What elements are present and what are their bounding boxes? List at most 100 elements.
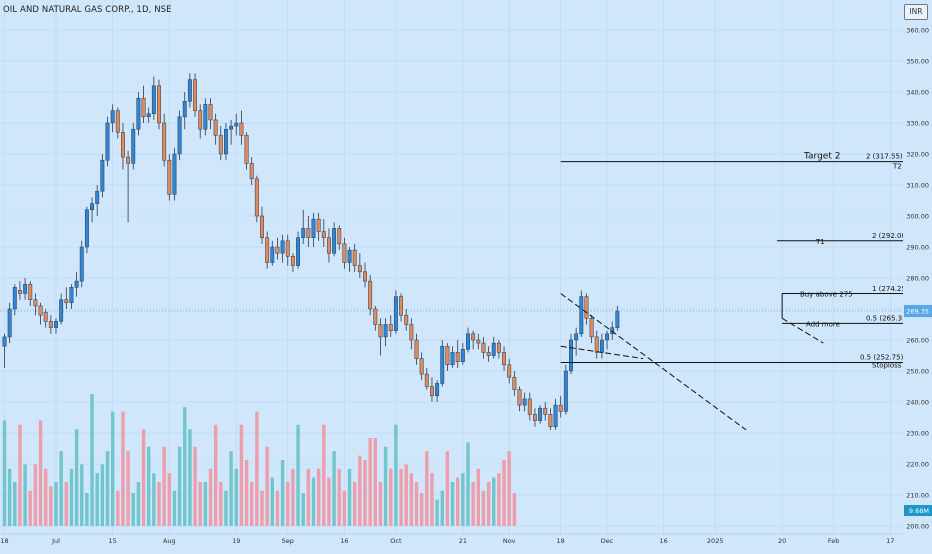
candle-body bbox=[218, 135, 223, 155]
volume-bar bbox=[461, 473, 465, 526]
volume-bar bbox=[208, 468, 213, 526]
volume-bars bbox=[2, 394, 517, 526]
annotations: Target 2 2 (317.55) T2 T1 2 (292.00) 1 (274.2… bbox=[800, 152, 910, 370]
volume-bar bbox=[250, 482, 254, 526]
candle-body bbox=[378, 324, 383, 338]
annotation-label: Stoploss bbox=[872, 361, 902, 369]
candles bbox=[2, 73, 620, 430]
candle-body bbox=[445, 345, 450, 366]
volume-bar bbox=[456, 477, 460, 526]
candle-body bbox=[18, 290, 22, 294]
volume-bar bbox=[255, 411, 259, 526]
candle-body bbox=[311, 218, 316, 238]
volume-bar bbox=[347, 468, 352, 526]
candle-body bbox=[234, 122, 239, 127]
y-tick-label: 310.00 bbox=[906, 182, 929, 190]
candle-body bbox=[38, 305, 43, 316]
y-tick-label: 210.00 bbox=[906, 492, 929, 500]
currency-button[interactable]: INR bbox=[904, 4, 928, 20]
annotation-label: 0.5 (265.35) bbox=[866, 314, 910, 322]
y-tick-label: 250.00 bbox=[906, 368, 929, 376]
candle-body bbox=[95, 190, 100, 204]
candle-body bbox=[476, 339, 481, 344]
candle-body bbox=[388, 324, 393, 331]
volume-bar bbox=[383, 446, 388, 526]
volume-bar bbox=[28, 490, 32, 526]
volume-bar bbox=[49, 486, 53, 526]
y-tick-label: 330.00 bbox=[906, 120, 929, 128]
candle-body bbox=[290, 256, 295, 266]
volume-bar bbox=[100, 464, 105, 526]
candle-body bbox=[100, 159, 105, 192]
candle-body bbox=[584, 296, 589, 319]
candle-body bbox=[79, 246, 84, 282]
y-tick-label: 290.00 bbox=[906, 244, 929, 252]
x-tick-label: 19 bbox=[232, 537, 240, 545]
volume-bar bbox=[316, 468, 321, 526]
volume-bar bbox=[327, 477, 331, 526]
volume-bar bbox=[85, 493, 89, 526]
volume-bar bbox=[342, 490, 347, 526]
volume-bar bbox=[466, 442, 470, 526]
candle-body bbox=[172, 153, 177, 195]
volume-bar bbox=[162, 446, 166, 526]
volume-bar bbox=[286, 482, 290, 526]
candle-body bbox=[450, 352, 455, 366]
candle-body bbox=[265, 237, 270, 263]
candle-body bbox=[28, 283, 33, 300]
volume-bar bbox=[275, 490, 280, 526]
y-tick-label: 320.00 bbox=[906, 151, 929, 159]
candle-body bbox=[460, 349, 465, 362]
x-tick-label: Dec bbox=[601, 537, 614, 545]
volume-bar bbox=[301, 493, 305, 526]
volume-bar bbox=[497, 473, 501, 526]
volume-bar bbox=[353, 482, 357, 526]
candle-body bbox=[522, 398, 527, 406]
y-tick-label: 260.00 bbox=[906, 337, 929, 345]
candle-body bbox=[481, 342, 486, 353]
candle-body bbox=[496, 342, 501, 353]
candle-body bbox=[64, 299, 69, 304]
volume-bar bbox=[486, 482, 491, 526]
volume-bar bbox=[23, 464, 27, 526]
candle-body bbox=[285, 240, 290, 257]
volume-bar bbox=[450, 482, 455, 526]
candle-body bbox=[296, 237, 301, 266]
x-tick-label: 15 bbox=[109, 537, 117, 545]
candle-body bbox=[23, 283, 28, 294]
volume-bar bbox=[409, 473, 414, 526]
volume-bar bbox=[239, 424, 244, 526]
volume-bar bbox=[368, 438, 372, 526]
annotation-label: T2 bbox=[892, 163, 902, 171]
grid bbox=[0, 0, 903, 534]
annotation-label: Target 2 bbox=[803, 152, 840, 162]
volume-bar bbox=[167, 473, 171, 526]
candle-body bbox=[48, 321, 53, 328]
volume-bar bbox=[172, 490, 177, 526]
candle-body bbox=[254, 178, 259, 217]
y-tick-label: 340.00 bbox=[906, 89, 929, 97]
volume-bar bbox=[13, 482, 17, 526]
volume-badge bbox=[904, 505, 932, 516]
candle-body bbox=[393, 296, 398, 331]
candle-body bbox=[301, 228, 306, 238]
candle-body bbox=[151, 85, 156, 114]
current-price-badge bbox=[904, 305, 932, 318]
volume-bar bbox=[270, 477, 274, 526]
candle-body bbox=[363, 271, 367, 282]
volume-bar bbox=[193, 446, 197, 526]
volume-bar bbox=[481, 490, 486, 526]
candle-body bbox=[357, 265, 362, 273]
x-tick-label: 17 bbox=[886, 537, 894, 545]
candle-body bbox=[507, 364, 512, 378]
y-tick-label: 200.00 bbox=[906, 523, 929, 531]
candle-body bbox=[167, 159, 172, 195]
candle-body bbox=[332, 228, 337, 254]
candle-body bbox=[187, 79, 192, 102]
volume-bar bbox=[203, 482, 208, 526]
volume-bar bbox=[414, 482, 419, 526]
candle-body bbox=[136, 97, 141, 130]
candle-body bbox=[12, 287, 17, 310]
